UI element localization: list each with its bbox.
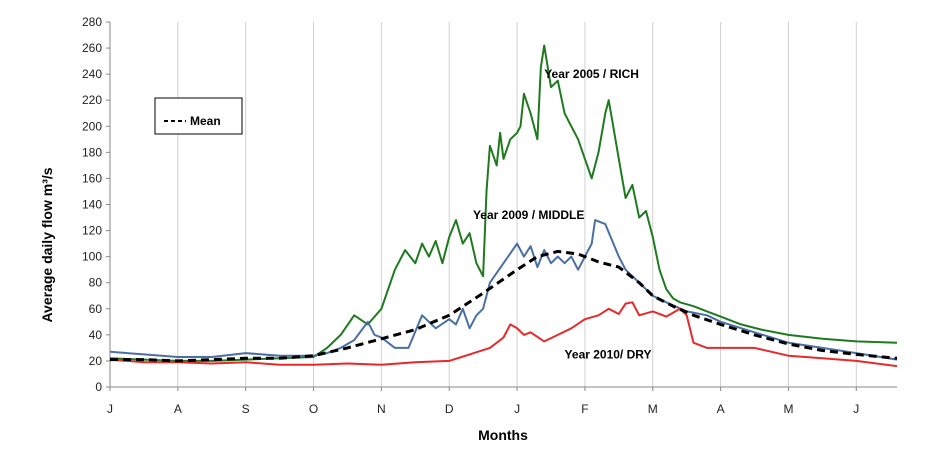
x-tick-label: M <box>648 402 658 416</box>
x-tick-label: S <box>242 402 250 416</box>
y-tick-label: 180 <box>82 145 102 159</box>
x-tick-label: N <box>377 402 386 416</box>
x-tick-label: D <box>445 402 454 416</box>
y-axis-title: Average daily flow m³/s <box>39 167 55 322</box>
series-lines <box>109 44 898 368</box>
y-tick-label: 0 <box>95 380 102 394</box>
x-tick-label: J <box>853 402 859 416</box>
y-tick-label: 100 <box>82 250 102 264</box>
y-tick-label: 140 <box>82 198 102 212</box>
y-tick-label: 60 <box>89 302 103 316</box>
legend-box <box>154 97 243 135</box>
y-tick-label: 120 <box>82 224 102 238</box>
y-tick-label: 280 <box>82 15 102 29</box>
y-tick-label: 40 <box>89 328 103 342</box>
annotation-middle: Year 2009 / MIDDLE <box>473 208 584 222</box>
y-tick-label: 220 <box>82 93 102 107</box>
annotation-dry: Year 2010/ DRY <box>565 347 652 361</box>
x-tick-label: J <box>107 402 113 416</box>
x-tick-label: J <box>514 402 520 416</box>
y-tick-label: 200 <box>82 119 102 133</box>
x-axis-title: Months <box>478 427 528 443</box>
series-line-year-2005-rich <box>109 44 898 362</box>
x-tick-label: A <box>717 402 725 416</box>
y-tick-label: 160 <box>82 171 102 185</box>
grid-lines <box>109 22 857 387</box>
x-tick-label: O <box>309 402 318 416</box>
x-tick-label: M <box>783 402 793 416</box>
y-tick-label: 80 <box>89 276 103 290</box>
y-tick-label: 260 <box>82 41 102 55</box>
legend-mean-label: Mean <box>190 114 221 128</box>
series-line-year-2010-dry <box>109 301 898 368</box>
x-tick-label: F <box>581 402 588 416</box>
annotation-rich: Year 2005 / RICH <box>544 67 639 81</box>
legend: Mean <box>154 97 243 135</box>
y-tick-label: 240 <box>82 67 102 81</box>
axes: 0 20 40 60 80 100 120 140 160 180 200 220 240 260 280 J… <box>82 15 897 416</box>
y-tick-label: 20 <box>89 354 103 368</box>
series-line-mean <box>110 249 898 363</box>
annotations: Year 2005 / RICH Year 2009 / MIDDLE Year 2… <box>473 67 652 361</box>
x-tick-label: A <box>174 402 182 416</box>
